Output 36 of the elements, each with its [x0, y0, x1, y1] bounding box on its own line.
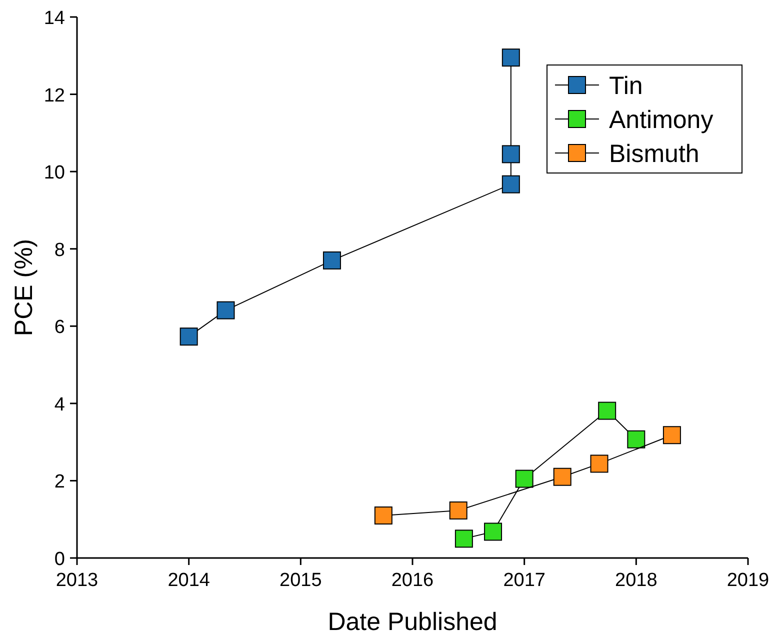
point	[662, 426, 681, 444]
y-tick-label: 4	[54, 394, 66, 416]
y-tick-label: 8	[54, 240, 65, 261]
point	[449, 501, 468, 520]
legend-label: Bismuth	[609, 140, 700, 168]
point	[502, 145, 520, 164]
point	[180, 328, 198, 346]
y-tick-label: 6	[54, 317, 65, 338]
y-tick-label: 10	[44, 162, 65, 184]
x-axis-title: Date Published	[328, 608, 498, 636]
point	[454, 530, 473, 548]
point	[484, 522, 502, 541]
legend-label: Tin	[609, 72, 643, 100]
y-tick-label: 14	[44, 8, 66, 29]
y-tick-label: 2	[54, 472, 65, 493]
x-tick-label: 2014	[168, 570, 210, 591]
x-tick-label: 2017	[503, 570, 546, 591]
x-tick-label: 2018	[615, 570, 658, 591]
y-tick-label: 12	[44, 85, 65, 106]
legend-label: Antimony	[609, 106, 714, 134]
point	[216, 301, 235, 320]
point	[553, 468, 572, 486]
y-tick-label: 0	[54, 549, 65, 570]
point	[590, 454, 608, 473]
point	[502, 48, 520, 67]
point	[627, 430, 646, 448]
y-axis-title: PCE (%)	[10, 238, 38, 336]
x-tick-label: 2015	[280, 570, 322, 591]
x-tick-label: 2013	[56, 570, 98, 591]
point	[322, 251, 341, 270]
point	[515, 470, 534, 488]
point	[598, 402, 616, 420]
x-tick-label: 2016	[391, 570, 434, 591]
point	[374, 506, 392, 524]
point	[502, 175, 520, 194]
x-tick-label: 2019	[726, 570, 770, 591]
